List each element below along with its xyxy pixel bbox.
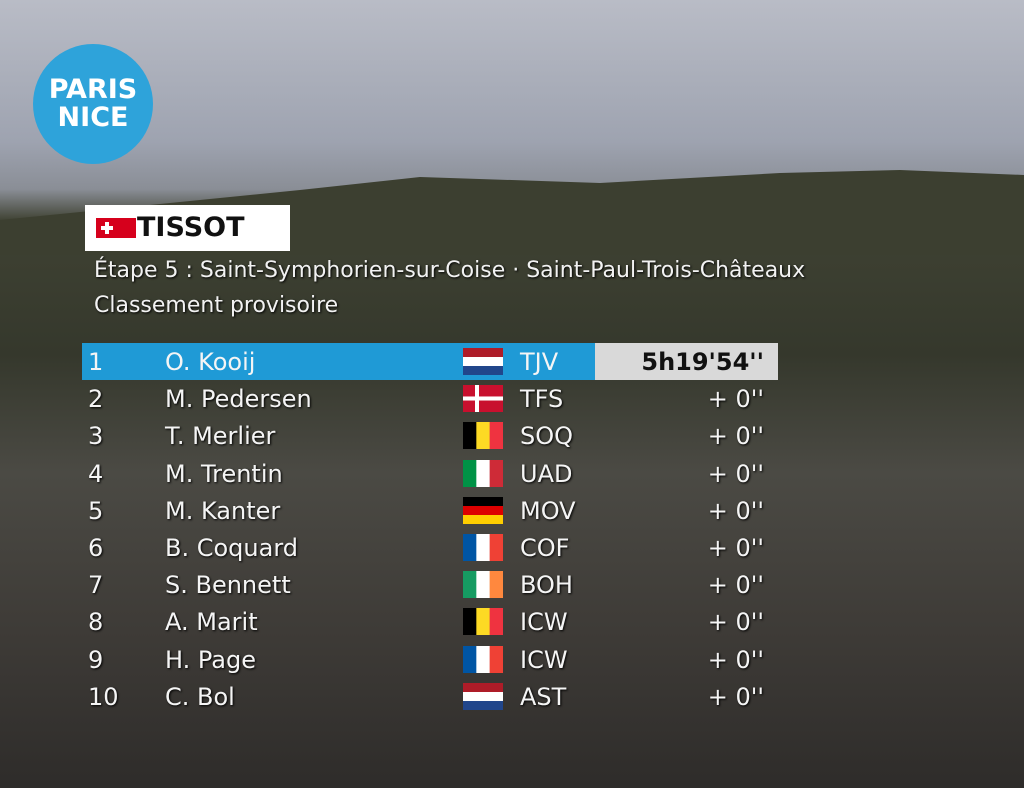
- time: + 0'': [707, 496, 764, 525]
- rider-name: M. Pedersen: [165, 385, 312, 414]
- flag-part: [463, 571, 477, 599]
- flag: [463, 682, 503, 710]
- team-code: UAD: [520, 459, 573, 488]
- team-code: ICW: [520, 608, 568, 637]
- logo-line: NICE: [57, 102, 129, 133]
- flag-part: [463, 691, 503, 702]
- flag-part: [463, 534, 477, 561]
- flag-part: [476, 534, 490, 561]
- flag: [463, 571, 503, 599]
- standing-row: 5 M. Kanter MOV + 0'': [82, 492, 778, 529]
- rank: 6: [88, 534, 104, 562]
- team-code: TJV: [520, 348, 559, 376]
- standing-row: 9 H. Page ICW + 0'': [82, 641, 778, 678]
- team-code: ICW: [520, 645, 568, 674]
- flag: [463, 422, 503, 450]
- rank: 2: [88, 385, 104, 414]
- flag-part: [476, 608, 490, 636]
- flag: [463, 496, 503, 524]
- flag-part: [463, 514, 503, 524]
- rank: 3: [88, 422, 104, 451]
- rider-name: M. Kanter: [165, 496, 281, 525]
- rider-name: H. Page: [165, 645, 256, 674]
- flag-part: [463, 459, 477, 487]
- flag-part: [476, 645, 490, 673]
- rider-name: O. Kooij: [165, 348, 256, 376]
- standing-row: 4 M. Trentin UAD + 0'': [82, 455, 778, 492]
- time: + 0'': [707, 385, 764, 414]
- subtitle: Classement provisoire: [94, 293, 339, 318]
- logo-line: PARIS: [48, 74, 138, 105]
- standing-row: 2 M. Pedersen TFS + 0'': [82, 380, 778, 417]
- rank: 4: [88, 459, 104, 488]
- flag: [463, 385, 503, 413]
- sponsor-icon: [96, 218, 136, 238]
- sponsor-name: TISSOT: [137, 212, 245, 243]
- standing-row: 8 A. Marit ICW + 0'': [82, 603, 778, 640]
- standing-row: 3 T. Merlier SOQ + 0'': [82, 417, 778, 454]
- flag: [463, 645, 503, 673]
- flag-part: [476, 422, 490, 450]
- flag-part: [463, 505, 503, 516]
- team-code: COF: [520, 534, 570, 562]
- team-code: AST: [520, 682, 567, 711]
- flag-part: [463, 700, 503, 710]
- rider-name: C. Bol: [165, 682, 235, 711]
- rank: 10: [88, 682, 119, 711]
- flag-part: [463, 608, 477, 636]
- race-logo: PARIS NICE: [33, 44, 153, 164]
- rider-name: B. Coquard: [165, 534, 298, 562]
- flag-part: [463, 496, 503, 507]
- flag-part: [489, 571, 503, 599]
- flag-part: [489, 645, 503, 673]
- flag-part: [463, 396, 503, 401]
- team-code: BOH: [520, 571, 573, 600]
- time: 5h19'54'': [641, 348, 764, 376]
- standing-row: 6 B. Coquard COF + 0'': [82, 529, 778, 566]
- flag-part: [463, 357, 503, 367]
- time: + 0'': [707, 422, 764, 451]
- flag: [463, 534, 503, 561]
- flag: [463, 348, 503, 375]
- flag-part: [463, 682, 503, 693]
- flag: [463, 608, 503, 636]
- time: + 0'': [707, 534, 764, 562]
- flag-part: [476, 571, 490, 599]
- rider-name: T. Merlier: [165, 422, 276, 451]
- flag-part: [489, 608, 503, 636]
- flag-part: [476, 459, 490, 487]
- time: + 0'': [707, 645, 764, 674]
- rider-name: A. Marit: [165, 608, 258, 637]
- flag-part: [463, 422, 477, 450]
- time: + 0'': [707, 682, 764, 711]
- standing-row: 1 O. Kooij TJV 5h19'54'': [82, 343, 778, 380]
- rank: 8: [88, 608, 104, 637]
- flag-part: [489, 459, 503, 487]
- sponsor-badge: TISSOT: [85, 205, 290, 251]
- standing-row: 7 S. Bennett BOH + 0'': [82, 566, 778, 603]
- rider-name: S. Bennett: [165, 571, 291, 600]
- team-code: TFS: [520, 385, 564, 414]
- rank: 7: [88, 571, 104, 600]
- time: + 0'': [707, 608, 764, 637]
- flag-part: [489, 534, 503, 561]
- rider-name: M. Trentin: [165, 459, 283, 488]
- standing-row: 10 C. Bol AST + 0'': [82, 678, 778, 715]
- flag-part: [463, 645, 477, 673]
- flag-part: [489, 422, 503, 450]
- time: + 0'': [707, 571, 764, 600]
- flag-part: [463, 366, 503, 375]
- time: + 0'': [707, 459, 764, 488]
- flag-part: [463, 348, 503, 358]
- team-code: SOQ: [520, 422, 574, 451]
- rank: 1: [88, 348, 104, 376]
- rank: 9: [88, 645, 104, 674]
- flag: [463, 459, 503, 487]
- stage-title: Étape 5 : Saint-Symphorien-sur-Coise · S…: [94, 258, 806, 283]
- rank: 5: [88, 496, 104, 525]
- team-code: MOV: [520, 496, 576, 525]
